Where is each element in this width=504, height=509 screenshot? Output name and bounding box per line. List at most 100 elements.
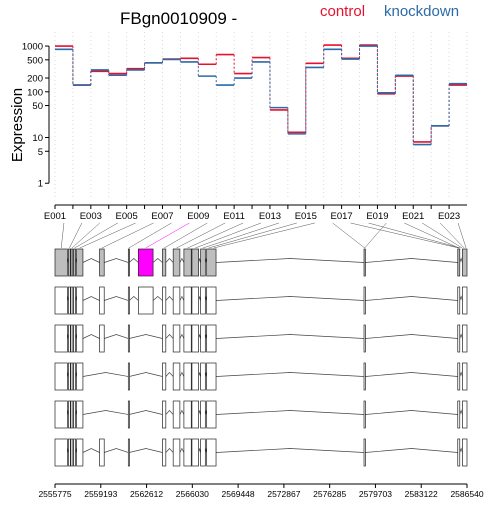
exon-block	[99, 286, 105, 315]
intron-line	[82, 296, 100, 301]
exon-block	[68, 248, 71, 277]
intron-line	[216, 372, 365, 377]
intron-line	[82, 448, 100, 453]
intron-line	[129, 258, 139, 263]
intron-line	[365, 334, 458, 339]
intron-line	[216, 448, 365, 453]
exon-connector	[79, 222, 136, 249]
exon-block	[99, 324, 105, 353]
genome-tick-label: 2559193	[84, 489, 117, 499]
x-tick-label: E011	[223, 211, 244, 222]
exon-block	[191, 324, 199, 353]
exon-block	[68, 362, 71, 391]
exon-block	[200, 400, 206, 429]
exon-block	[68, 438, 71, 467]
genome-tick-label: 2586540	[450, 489, 483, 499]
exon-block	[172, 362, 181, 391]
intron-line	[179, 371, 185, 377]
intron-line	[179, 257, 185, 263]
intron-line	[459, 447, 463, 453]
genome-tick-label: 2566030	[176, 489, 209, 499]
exon-block	[54, 400, 68, 429]
intron-line	[365, 258, 458, 263]
exon-block	[73, 248, 76, 277]
exon-block	[70, 362, 74, 391]
exon-connector	[164, 222, 208, 249]
exon-block	[183, 324, 192, 353]
exon-block	[462, 286, 468, 315]
exon-block	[127, 248, 130, 277]
exon-block	[54, 362, 68, 391]
exon-block	[76, 248, 84, 277]
exon-block	[200, 438, 206, 467]
exon-connector	[404, 222, 459, 249]
intron-line	[179, 333, 185, 339]
intron-line	[129, 372, 163, 377]
intron-line	[365, 448, 458, 453]
x-tick-label: E001	[44, 211, 66, 222]
exon-block	[73, 400, 76, 429]
genome-axis-layer: 2555775 2559193 2562612 2566030 2569448 25728…	[38, 483, 484, 499]
exon-block	[54, 324, 68, 353]
intron-line	[82, 372, 129, 377]
exon-connector	[145, 222, 190, 249]
x-tick-label: E019	[366, 211, 388, 222]
intron-line	[165, 257, 174, 263]
exon-block	[462, 324, 468, 353]
y-tick-label: 500	[27, 55, 43, 66]
exon-block	[68, 400, 71, 429]
exon-connector	[69, 222, 83, 249]
exon-block	[127, 362, 130, 391]
exon-connector	[195, 222, 262, 249]
intron-line	[104, 334, 129, 339]
intron-line	[82, 258, 100, 263]
exon-connector	[213, 222, 315, 249]
intron-line	[216, 334, 365, 339]
intron-line	[459, 257, 463, 263]
exon-connector	[332, 222, 365, 249]
genome-tick-label: 2569448	[222, 489, 255, 499]
exon-connector	[422, 222, 463, 249]
intron-line	[165, 409, 174, 415]
exon-block	[162, 438, 167, 467]
y-tick-label: 50	[32, 101, 43, 112]
intron-line	[129, 296, 139, 301]
intron-line	[459, 333, 463, 339]
exon-block	[73, 438, 76, 467]
y-tick-label: 100	[27, 87, 43, 98]
exon-block	[200, 324, 206, 353]
intron-line	[82, 334, 100, 339]
x-tick-label: E003	[80, 211, 102, 222]
connector-layer	[60, 222, 467, 249]
exon-block	[172, 248, 181, 277]
exon-block	[172, 400, 181, 429]
exon-block	[76, 324, 84, 353]
exon-connector	[457, 222, 467, 249]
exon-block	[206, 324, 217, 353]
exon-connector	[439, 222, 465, 249]
exon-connector	[60, 222, 65, 249]
y-tick-label: 10	[32, 133, 43, 144]
exon-block	[127, 400, 130, 429]
exon-block	[206, 248, 217, 277]
exon-block	[183, 362, 192, 391]
genome-tick-label: 2576285	[313, 489, 346, 499]
intron-line	[104, 296, 129, 301]
exon-block	[363, 286, 366, 315]
axis-layer: 1 5 10 50 100 200 500 1000 E001 E003 E005 E007 E009 E…	[22, 42, 467, 222]
exon-block	[191, 286, 199, 315]
exon-connector	[176, 222, 226, 249]
exon-block	[363, 400, 366, 429]
series-layer	[55, 44, 467, 146]
exon-connector	[350, 222, 459, 249]
exon-block	[73, 324, 76, 353]
intron-line	[216, 296, 365, 301]
intron-line	[459, 371, 463, 377]
exon-block	[127, 286, 130, 315]
exon-block	[172, 438, 181, 467]
exon-block	[191, 248, 199, 277]
exon-block	[200, 286, 206, 315]
exon-block	[162, 400, 167, 429]
exon-block	[70, 438, 74, 467]
